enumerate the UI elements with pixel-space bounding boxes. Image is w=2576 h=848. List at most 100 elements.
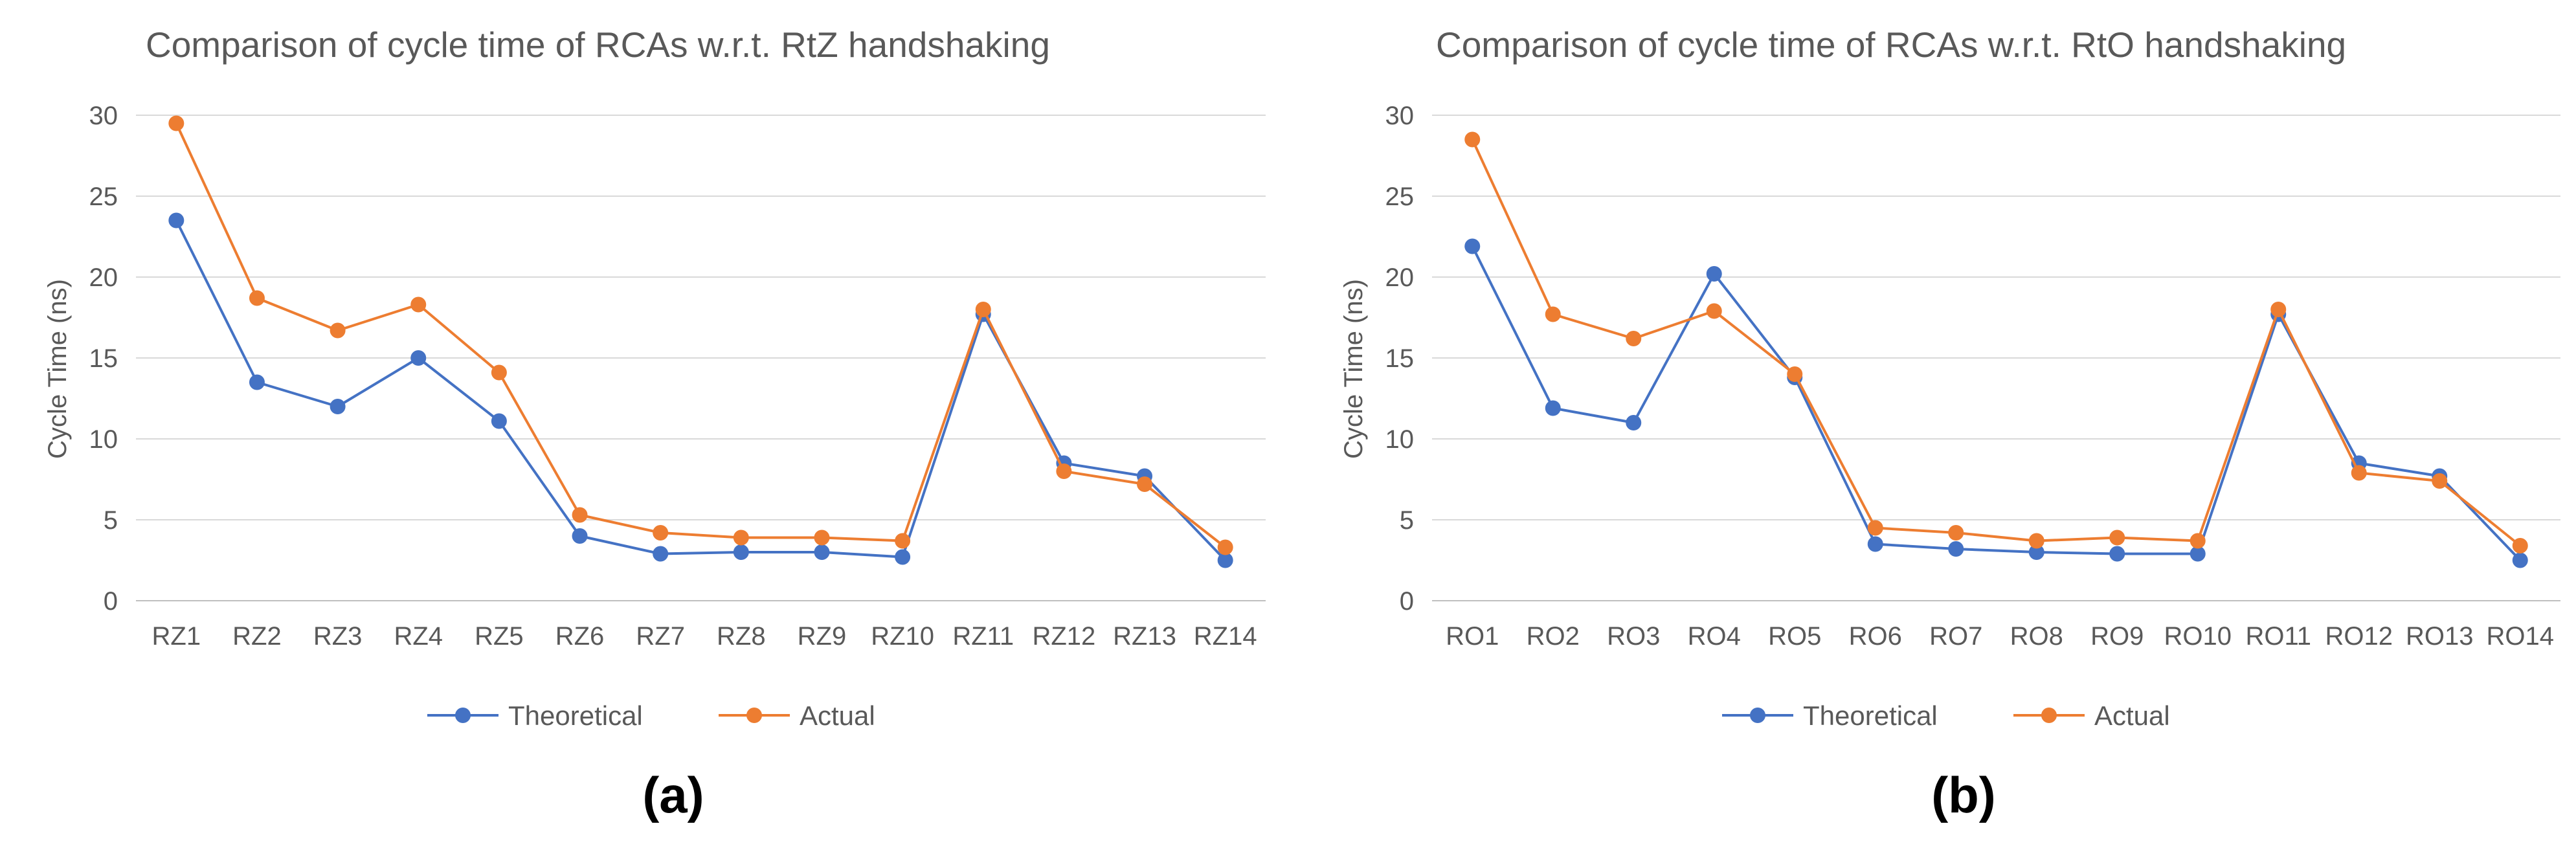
data-point-actual — [975, 302, 991, 317]
x-tick-label: RZ2 — [232, 622, 282, 651]
x-tick-labels: RO1 RO2 RO3 RO4 RO5 RO6 RO7 RO8 RO9 RO10 RO11 RO12 R… — [1446, 622, 2554, 651]
x-tick-label: RZ13 — [1113, 622, 1176, 651]
legend-label: Actual — [2094, 700, 2170, 731]
x-tick-label: RZ4 — [394, 622, 443, 651]
data-point-actual — [2190, 533, 2206, 549]
x-tick-label: RO7 — [1929, 622, 1982, 651]
data-point-theoretical — [330, 399, 346, 414]
data-point-theoretical — [814, 544, 830, 560]
x-tick-label: RO2 — [1527, 622, 1580, 651]
y-tick-label: 5 — [104, 506, 118, 535]
y-tick-label: 0 — [104, 587, 118, 616]
data-point-actual — [491, 364, 507, 381]
x-tick-label: RZ1 — [152, 622, 201, 651]
data-point-theoretical — [410, 350, 427, 366]
data-point-actual — [330, 322, 346, 339]
legend: Theoretical Actual — [427, 700, 875, 731]
chart-rto: Comparison of cycle time of RCAs w.r.t. … — [1339, 25, 2560, 823]
data-point-theoretical — [1948, 541, 1964, 557]
y-axis-title: Cycle Time (ns) — [43, 279, 72, 459]
data-point-actual — [2109, 530, 2125, 546]
data-point-theoretical — [1706, 266, 1722, 282]
legend-item-theoretical: Theoretical — [427, 700, 643, 731]
legend-label: Theoretical — [1803, 700, 1938, 731]
data-point-theoretical — [1867, 536, 1883, 552]
x-tick-label: RO1 — [1446, 622, 1499, 651]
data-point-theoretical — [491, 413, 507, 429]
data-point-theoretical — [653, 546, 669, 562]
chart-title: Comparison of cycle time of RCAs w.r.t. … — [1436, 25, 2346, 65]
legend-marker — [746, 708, 762, 723]
data-point-theoretical — [733, 544, 749, 560]
y-tick-label: 30 — [1385, 102, 1415, 130]
y-tick-label: 25 — [89, 183, 118, 211]
x-tick-label: RZ5 — [475, 622, 524, 651]
data-point-theoretical — [2028, 544, 2044, 560]
x-tick-label: RZ11 — [952, 622, 1014, 651]
data-point-actual — [1706, 303, 1722, 319]
y-tick-label: 25 — [1385, 183, 1415, 211]
data-point-actual — [1464, 131, 1481, 148]
y-tick-label: 15 — [1385, 344, 1415, 373]
x-tick-label: RO11 — [2245, 622, 2311, 651]
data-point-actual — [1787, 366, 1803, 382]
data-point-actual — [1056, 463, 1072, 479]
data-point-actual — [2351, 465, 2367, 481]
x-tick-label: RZ9 — [798, 622, 847, 651]
data-point-theoretical — [1217, 552, 1233, 568]
x-tick-label: RZ3 — [313, 622, 363, 651]
y-tick-label: 30 — [89, 102, 118, 130]
legend: Theoretical Actual — [1722, 700, 2170, 731]
data-point-actual — [1217, 539, 1233, 555]
legend-marker — [1750, 708, 1765, 723]
series-line-actual — [1471, 139, 2522, 547]
x-tick-label: RO13 — [2406, 622, 2474, 651]
data-point-actual — [1867, 520, 1883, 536]
data-point-actual — [2512, 538, 2528, 553]
y-tick-labels: 0 5 10 15 20 25 30 — [89, 102, 118, 616]
x-tick-label: RZ10 — [871, 622, 934, 651]
legend-item-actual: Actual — [2013, 700, 2170, 731]
data-point-theoretical — [2190, 546, 2206, 562]
y-tick-label: 20 — [1385, 263, 1415, 292]
series-layer — [1464, 131, 2528, 568]
x-tick-labels: RZ1 RZ2 RZ3 RZ4 RZ5 RZ6 RZ7 RZ8 RZ9 RZ10 RZ11 RZ12 R… — [152, 622, 1257, 651]
y-tick-label: 0 — [1400, 587, 1414, 616]
data-point-theoretical — [249, 374, 265, 390]
data-point-theoretical — [1626, 415, 1642, 430]
y-tick-label: 20 — [89, 263, 118, 292]
panel-label: (b) — [1931, 766, 1996, 823]
y-tick-label: 10 — [1385, 425, 1415, 454]
y-tick-label: 10 — [89, 425, 118, 454]
legend-label: Actual — [800, 700, 875, 731]
y-tick-labels: 0 5 10 15 20 25 30 — [1385, 102, 1415, 616]
y-tick-label: 5 — [1400, 506, 1414, 535]
x-tick-label: RZ8 — [717, 622, 766, 651]
gridlines — [1432, 115, 2560, 601]
x-tick-label: RO3 — [1607, 622, 1660, 651]
data-point-theoretical — [572, 528, 588, 544]
data-point-actual — [2028, 533, 2044, 549]
data-point-actual — [733, 530, 749, 546]
data-point-actual — [1545, 306, 1561, 322]
data-point-actual — [895, 533, 911, 549]
x-tick-label: RO10 — [2164, 622, 2232, 651]
series-line-actual — [175, 122, 1226, 549]
x-tick-label: RZ7 — [636, 622, 685, 651]
chart-rtz: Comparison of cycle time of RCAs w.r.t. … — [43, 25, 1266, 823]
x-tick-label: RO9 — [2090, 622, 2144, 651]
data-point-actual — [168, 115, 185, 131]
data-point-theoretical — [168, 212, 185, 229]
y-tick-label: 15 — [89, 344, 118, 373]
data-point-actual — [1137, 476, 1153, 492]
gridlines — [136, 115, 1266, 601]
x-tick-label: RO14 — [2487, 622, 2555, 651]
x-tick-label: RZ14 — [1194, 622, 1257, 651]
series-layer — [168, 115, 1233, 568]
legend-marker — [2041, 708, 2057, 723]
data-point-actual — [410, 296, 427, 313]
x-tick-label: RO5 — [1768, 622, 1821, 651]
data-point-theoretical — [2512, 552, 2528, 568]
legend-item-actual: Actual — [719, 700, 875, 731]
legend-marker — [455, 708, 471, 723]
